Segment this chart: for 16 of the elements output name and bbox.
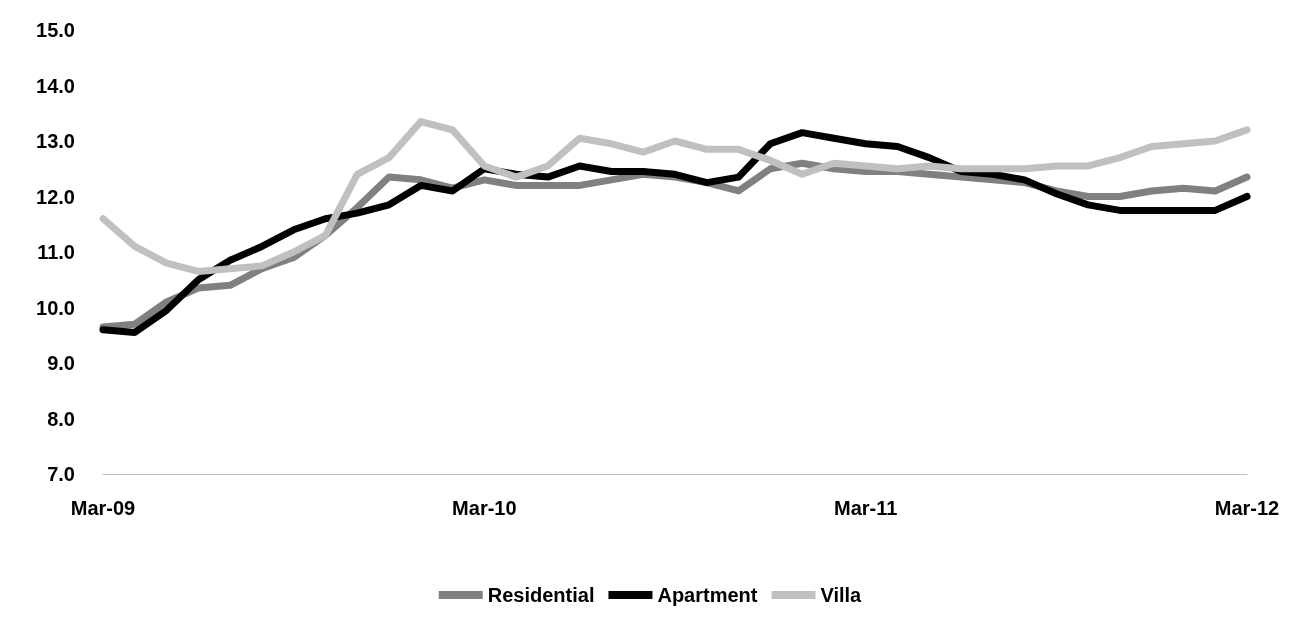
x-tick-label: Mar-10 (452, 497, 517, 519)
y-tick-label: 15.0 (36, 19, 75, 41)
y-tick-label: 8.0 (47, 407, 75, 430)
y-tick-label: 7.0 (47, 463, 75, 485)
legend-label: Villa (820, 584, 863, 606)
x-tick-label: Mar-11 (833, 497, 898, 519)
x-tick-label: Mar-12 (1214, 497, 1280, 519)
y-tick-label: 12.0 (36, 185, 75, 208)
legend-label: Apartment (657, 584, 758, 606)
legend-label: Residential (487, 584, 595, 606)
x-tick-label: Mar-09 (70, 497, 136, 519)
y-tick-label: 11.0 (37, 241, 75, 263)
y-tick-label: 13.0 (36, 130, 75, 152)
y-tick-label: 9.0 (47, 352, 75, 374)
y-tick-label: 10.0 (36, 296, 75, 319)
y-tick-label: 14.0 (36, 74, 75, 97)
